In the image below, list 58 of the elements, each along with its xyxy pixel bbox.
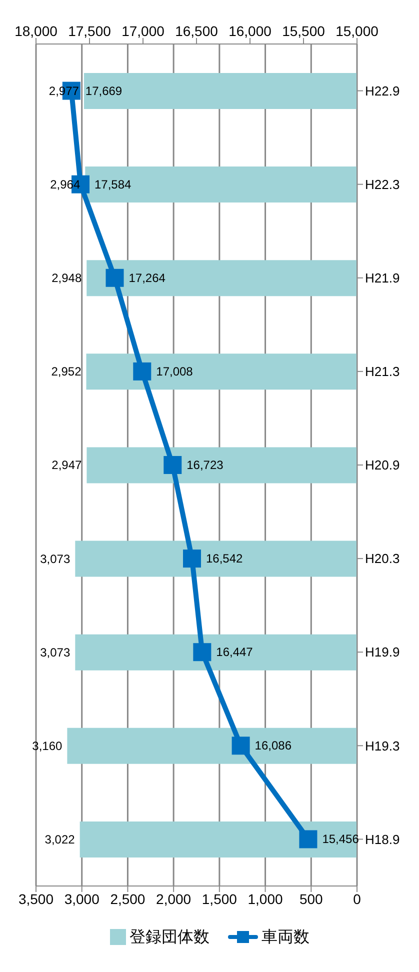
data-label: 17,584 [94,177,132,192]
data-label: 3,073 [40,645,70,660]
bar [84,73,357,109]
data-label: 15,456 [322,832,360,846]
point [183,550,202,568]
point [193,643,212,662]
y-tick-label: H22.3 [365,176,400,192]
x-tick-label: 2,000 [156,890,192,907]
bar [86,447,357,484]
data-label: 3,160 [32,738,63,753]
data-label: 17,669 [85,84,122,98]
y-tick-label: H19.9 [365,644,400,660]
y-tick-label: H19.3 [365,738,400,754]
bar [75,634,357,670]
x2-tick-label: 16,000 [228,23,272,39]
x-tick-label: 3,500 [18,890,54,907]
x-tick-label: 1,000 [248,890,284,907]
y-tick-label: H22.9 [365,83,400,98]
bar [80,821,357,858]
y-tick-label: H21.9 [365,270,400,286]
data-label: 17,008 [156,364,194,378]
point [133,362,152,380]
legend-label: 登録団体数 [130,928,210,948]
point [299,830,318,848]
x-tick-label: 0 [353,890,362,907]
data-label: 2,952 [51,364,82,379]
data-label: 16,723 [186,458,224,472]
point [164,456,182,474]
bar [86,260,357,296]
y-tick-label: H20.3 [365,551,400,566]
data-label: 17,264 [128,270,166,285]
x-tick-label: 500 [299,890,324,907]
data-label: 3,073 [40,552,70,566]
x-tick-label: 2,500 [110,890,146,907]
bar [67,728,357,764]
bar [75,540,357,577]
y-tick-label: H20.9 [365,458,400,473]
y-tick-label: H21.3 [365,364,400,380]
point [106,268,124,287]
bar [86,354,357,390]
x2-tick-label: 15,000 [336,23,379,39]
data-label: 2,948 [52,271,82,286]
x-tick-label: 3,000 [64,890,100,907]
x2-tick-label: 16,500 [175,23,218,39]
data-label: 2,947 [52,458,82,472]
data-label: 16,086 [254,738,292,753]
x2-tick-label: 17,000 [122,23,165,39]
point [232,736,250,755]
x2-tick-label: 15,500 [282,23,326,39]
data-label: 16,447 [216,645,254,660]
bar [85,166,357,203]
y-tick-label: H18.9 [365,832,400,847]
legend-label: 車両数 [262,928,310,948]
data-label: 3,022 [44,832,76,846]
x-tick-label: 1,500 [202,890,238,907]
x2-tick-label: 18,000 [14,23,58,39]
data-label: 16,542 [206,552,244,566]
x2-tick-label: 17,500 [68,23,112,39]
